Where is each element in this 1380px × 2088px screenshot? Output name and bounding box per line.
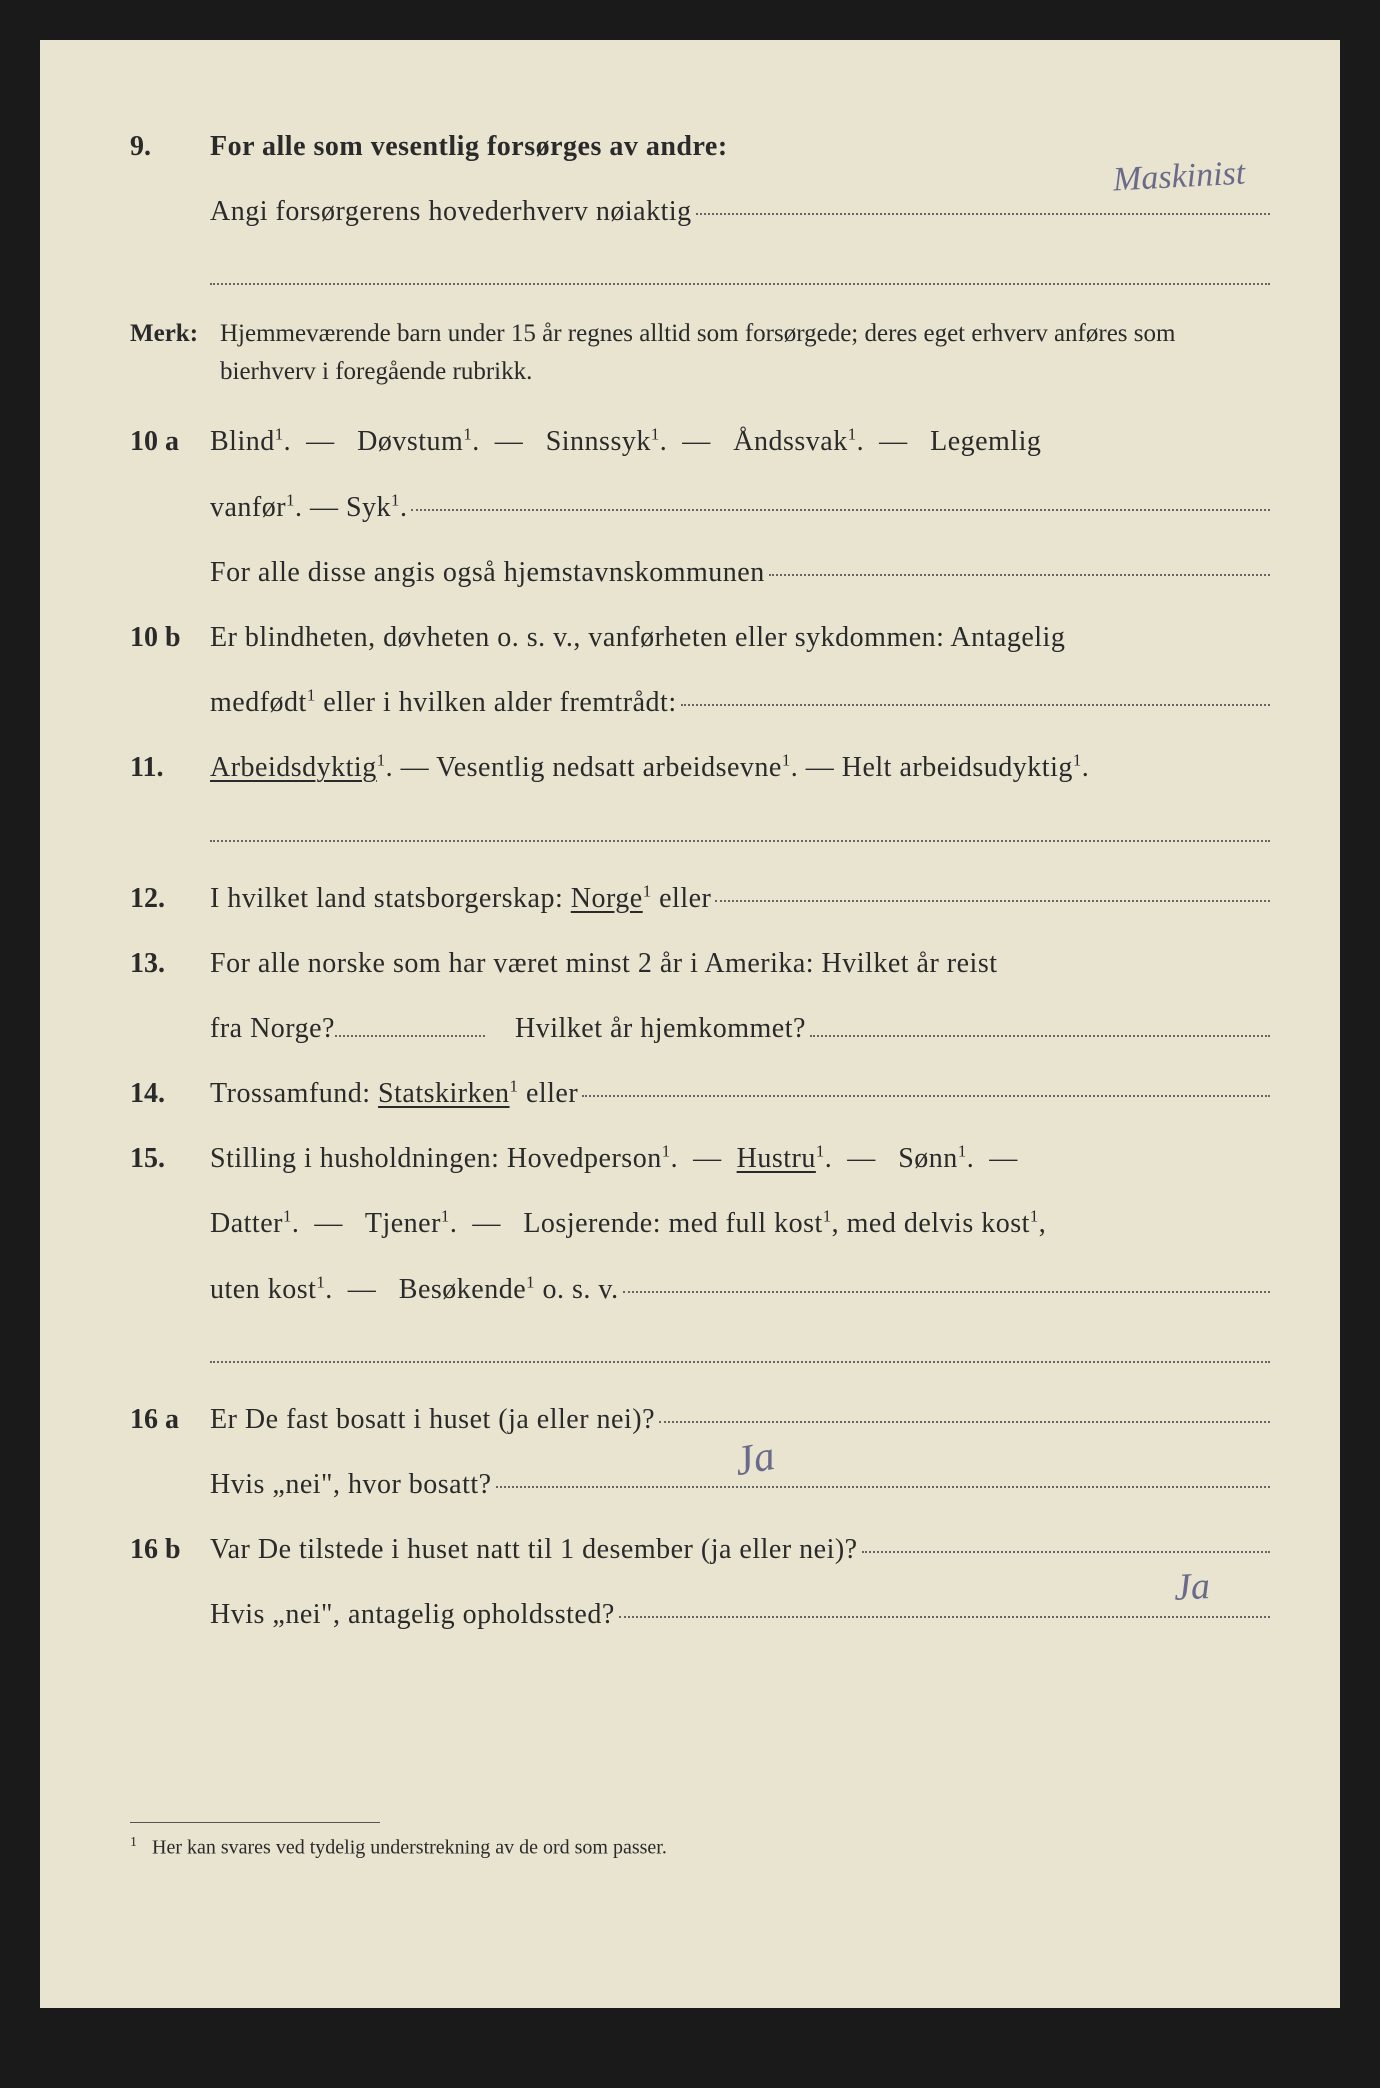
q15-extra-line [210, 1341, 1270, 1363]
q9-number: 9. [130, 120, 210, 173]
question-16b: 16 b Var De tilstede i huset natt til 1 … [130, 1523, 1270, 1576]
census-form-page: Maskinist Ja Ja 9. For alle som vesentli… [40, 40, 1340, 2008]
footnote: 1 Her kan svares ved tydelig understrekn… [130, 1835, 1270, 1860]
q9-line: Angi forsørgerens hovederhverv nøiaktig [130, 185, 1270, 238]
question-16a: 16 a Er De fast bosatt i huset (ja eller… [130, 1393, 1270, 1446]
question-14: 14. Trossamfund: Statskirken1 eller [130, 1067, 1270, 1120]
q10b-number: 10 b [130, 611, 210, 664]
q10a-line2: vanfør1. — Syk1. [130, 481, 1270, 534]
q15-line2: Datter1. — Tjener1. — Losjerende: med fu… [130, 1197, 1270, 1250]
question-15: 15. Stilling i husholdningen: Hovedperso… [130, 1132, 1270, 1185]
q11-number: 11. [130, 741, 210, 794]
handwritten-occupation: Maskinist [1112, 155, 1246, 200]
q13-line1: For alle norske som har været minst 2 år… [210, 937, 1270, 990]
handwritten-ja-16a: Ja [731, 1432, 778, 1486]
handwritten-ja-16b: Ja [1173, 1564, 1211, 1610]
question-12: 12. I hvilket land statsborgerskap: Norg… [130, 872, 1270, 925]
q16b-line2: Hvis „nei", antagelig opholdssted? [130, 1588, 1270, 1641]
merk-text: Hjemmeværende barn under 15 år regnes al… [220, 315, 1270, 390]
q16b-number: 16 b [130, 1523, 210, 1576]
q9-title: For alle som vesentlig forsørges av andr… [210, 120, 1270, 173]
question-11: 11. Arbeidsdyktig1. — Vesentlig nedsatt … [130, 741, 1270, 794]
q12-number: 12. [130, 872, 210, 925]
q13-number: 13. [130, 937, 210, 990]
q10a-line3: For alle disse angis også hjemstavnskomm… [130, 546, 1270, 599]
merk-label: Merk: [130, 315, 220, 353]
q15-number: 15. [130, 1132, 210, 1185]
q16a-line2: Hvis „nei", hvor bosatt? [130, 1458, 1270, 1511]
question-10a: 10 a Blind1. — Døvstum1. — Sinnssyk1. — … [130, 415, 1270, 468]
question-13: 13. For alle norske som har været minst … [130, 937, 1270, 990]
q10a-number: 10 a [130, 415, 210, 468]
merk-note: Merk: Hjemmeværende barn under 15 år reg… [130, 315, 1270, 390]
q16a-number: 16 a [130, 1393, 210, 1446]
question-10b: 10 b Er blindheten, døvheten o. s. v., v… [130, 611, 1270, 664]
q9-extra-line [210, 263, 1270, 285]
question-9: 9. For alle som vesentlig forsørges av a… [130, 120, 1270, 173]
q9-text: Angi forsørgerens hovederhverv nøiaktig [210, 185, 692, 238]
footnote-rule [130, 1822, 380, 1823]
q13-line2: fra Norge? Hvilket år hjemkommet? [130, 1002, 1270, 1055]
q10b-line2: medfødt1 eller i hvilken alder fremtrådt… [130, 676, 1270, 729]
q14-number: 14. [130, 1067, 210, 1120]
q11-extra-line [210, 820, 1270, 842]
q10b-text1: Er blindheten, døvheten o. s. v., vanfør… [210, 611, 1270, 664]
q15-line3: uten kost1. — Besøkende1 o. s. v. [130, 1263, 1270, 1316]
